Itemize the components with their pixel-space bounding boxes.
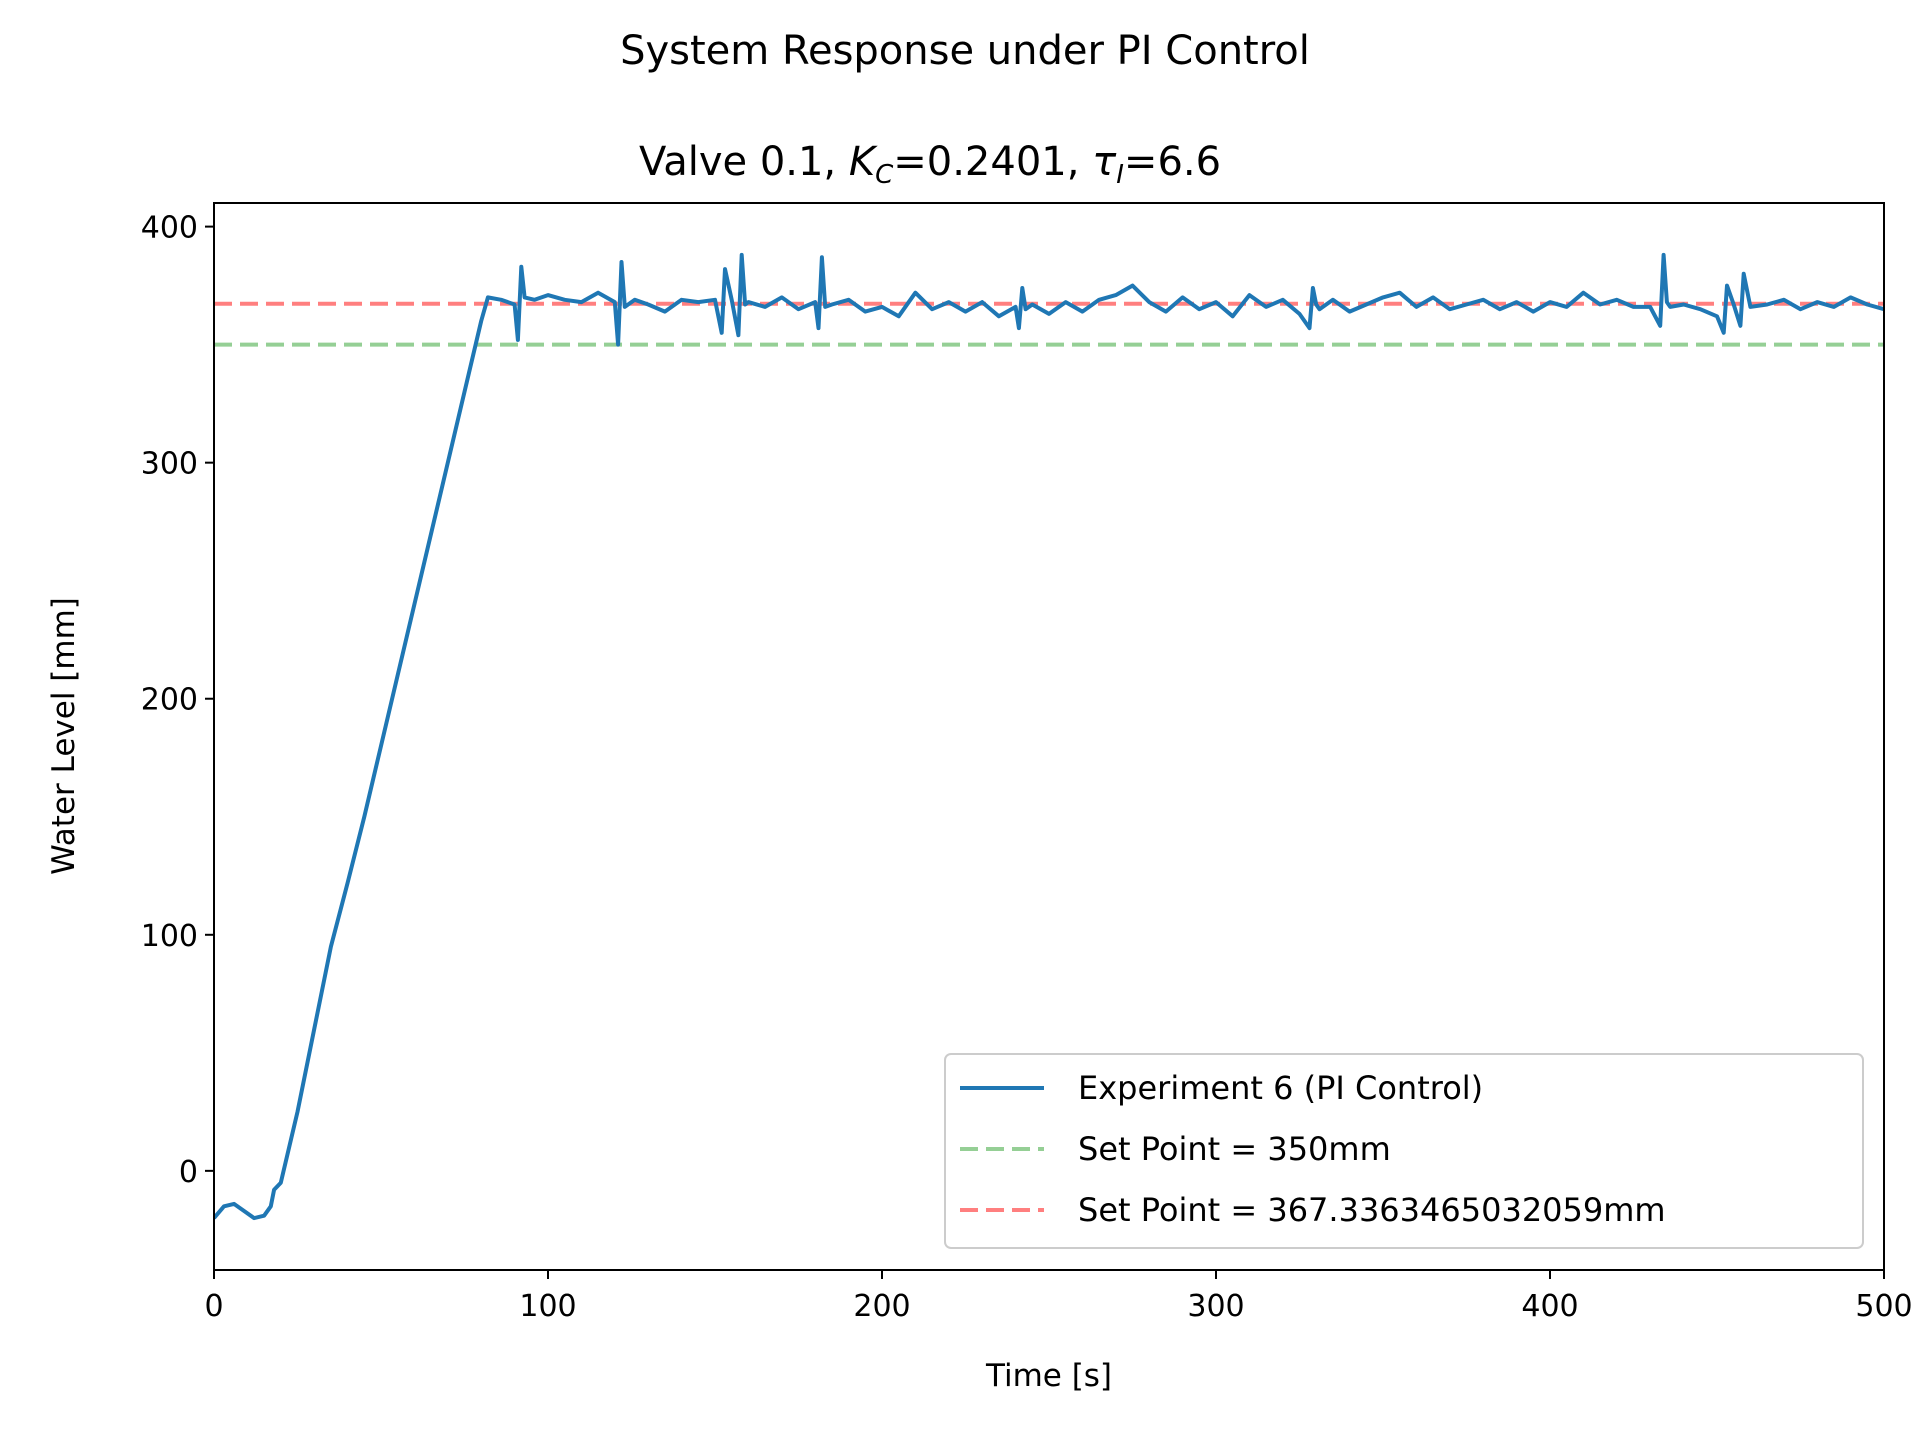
y-tick-label: 100 bbox=[141, 919, 198, 954]
x-tick-label: 300 bbox=[1187, 1289, 1244, 1324]
y-tick-label: 400 bbox=[141, 211, 198, 246]
y-axis-label: Water Level [mm] bbox=[46, 597, 82, 875]
legend-label-2: Set Point = 367.3363465032059mm bbox=[1078, 1191, 1666, 1229]
plot-area bbox=[214, 252, 1884, 1221]
x-axis-label: Time [s] bbox=[985, 1358, 1112, 1394]
x-tick-label: 200 bbox=[853, 1289, 910, 1324]
y-tick-label: 300 bbox=[141, 447, 198, 482]
x-tick-label: 0 bbox=[204, 1289, 223, 1324]
y-axis: 0 100 200 300 400 bbox=[141, 211, 214, 1190]
x-tick-label: 500 bbox=[1855, 1289, 1912, 1324]
series-line-0 bbox=[214, 252, 1884, 1221]
legend-label-0: Experiment 6 (PI Control) bbox=[1078, 1069, 1483, 1107]
subplot-title: Valve 0.1, KC=0.2401, τI=6.6 bbox=[639, 139, 1221, 190]
legend-box bbox=[944, 1053, 1864, 1249]
y-tick-label: 200 bbox=[141, 683, 198, 718]
legend: Experiment 6 (PI Control) Set Point = 350… bbox=[944, 1053, 1864, 1249]
x-tick-label: 100 bbox=[519, 1289, 576, 1324]
suptitle: System Response under PI Control bbox=[620, 28, 1310, 74]
x-axis: 0 100 200 300 400 500 bbox=[204, 1270, 1913, 1324]
x-tick-label: 400 bbox=[1521, 1289, 1578, 1324]
legend-label-1: Set Point = 350mm bbox=[1078, 1130, 1391, 1168]
axes-frame bbox=[213, 202, 1885, 1271]
y-tick-label: 0 bbox=[179, 1155, 198, 1190]
